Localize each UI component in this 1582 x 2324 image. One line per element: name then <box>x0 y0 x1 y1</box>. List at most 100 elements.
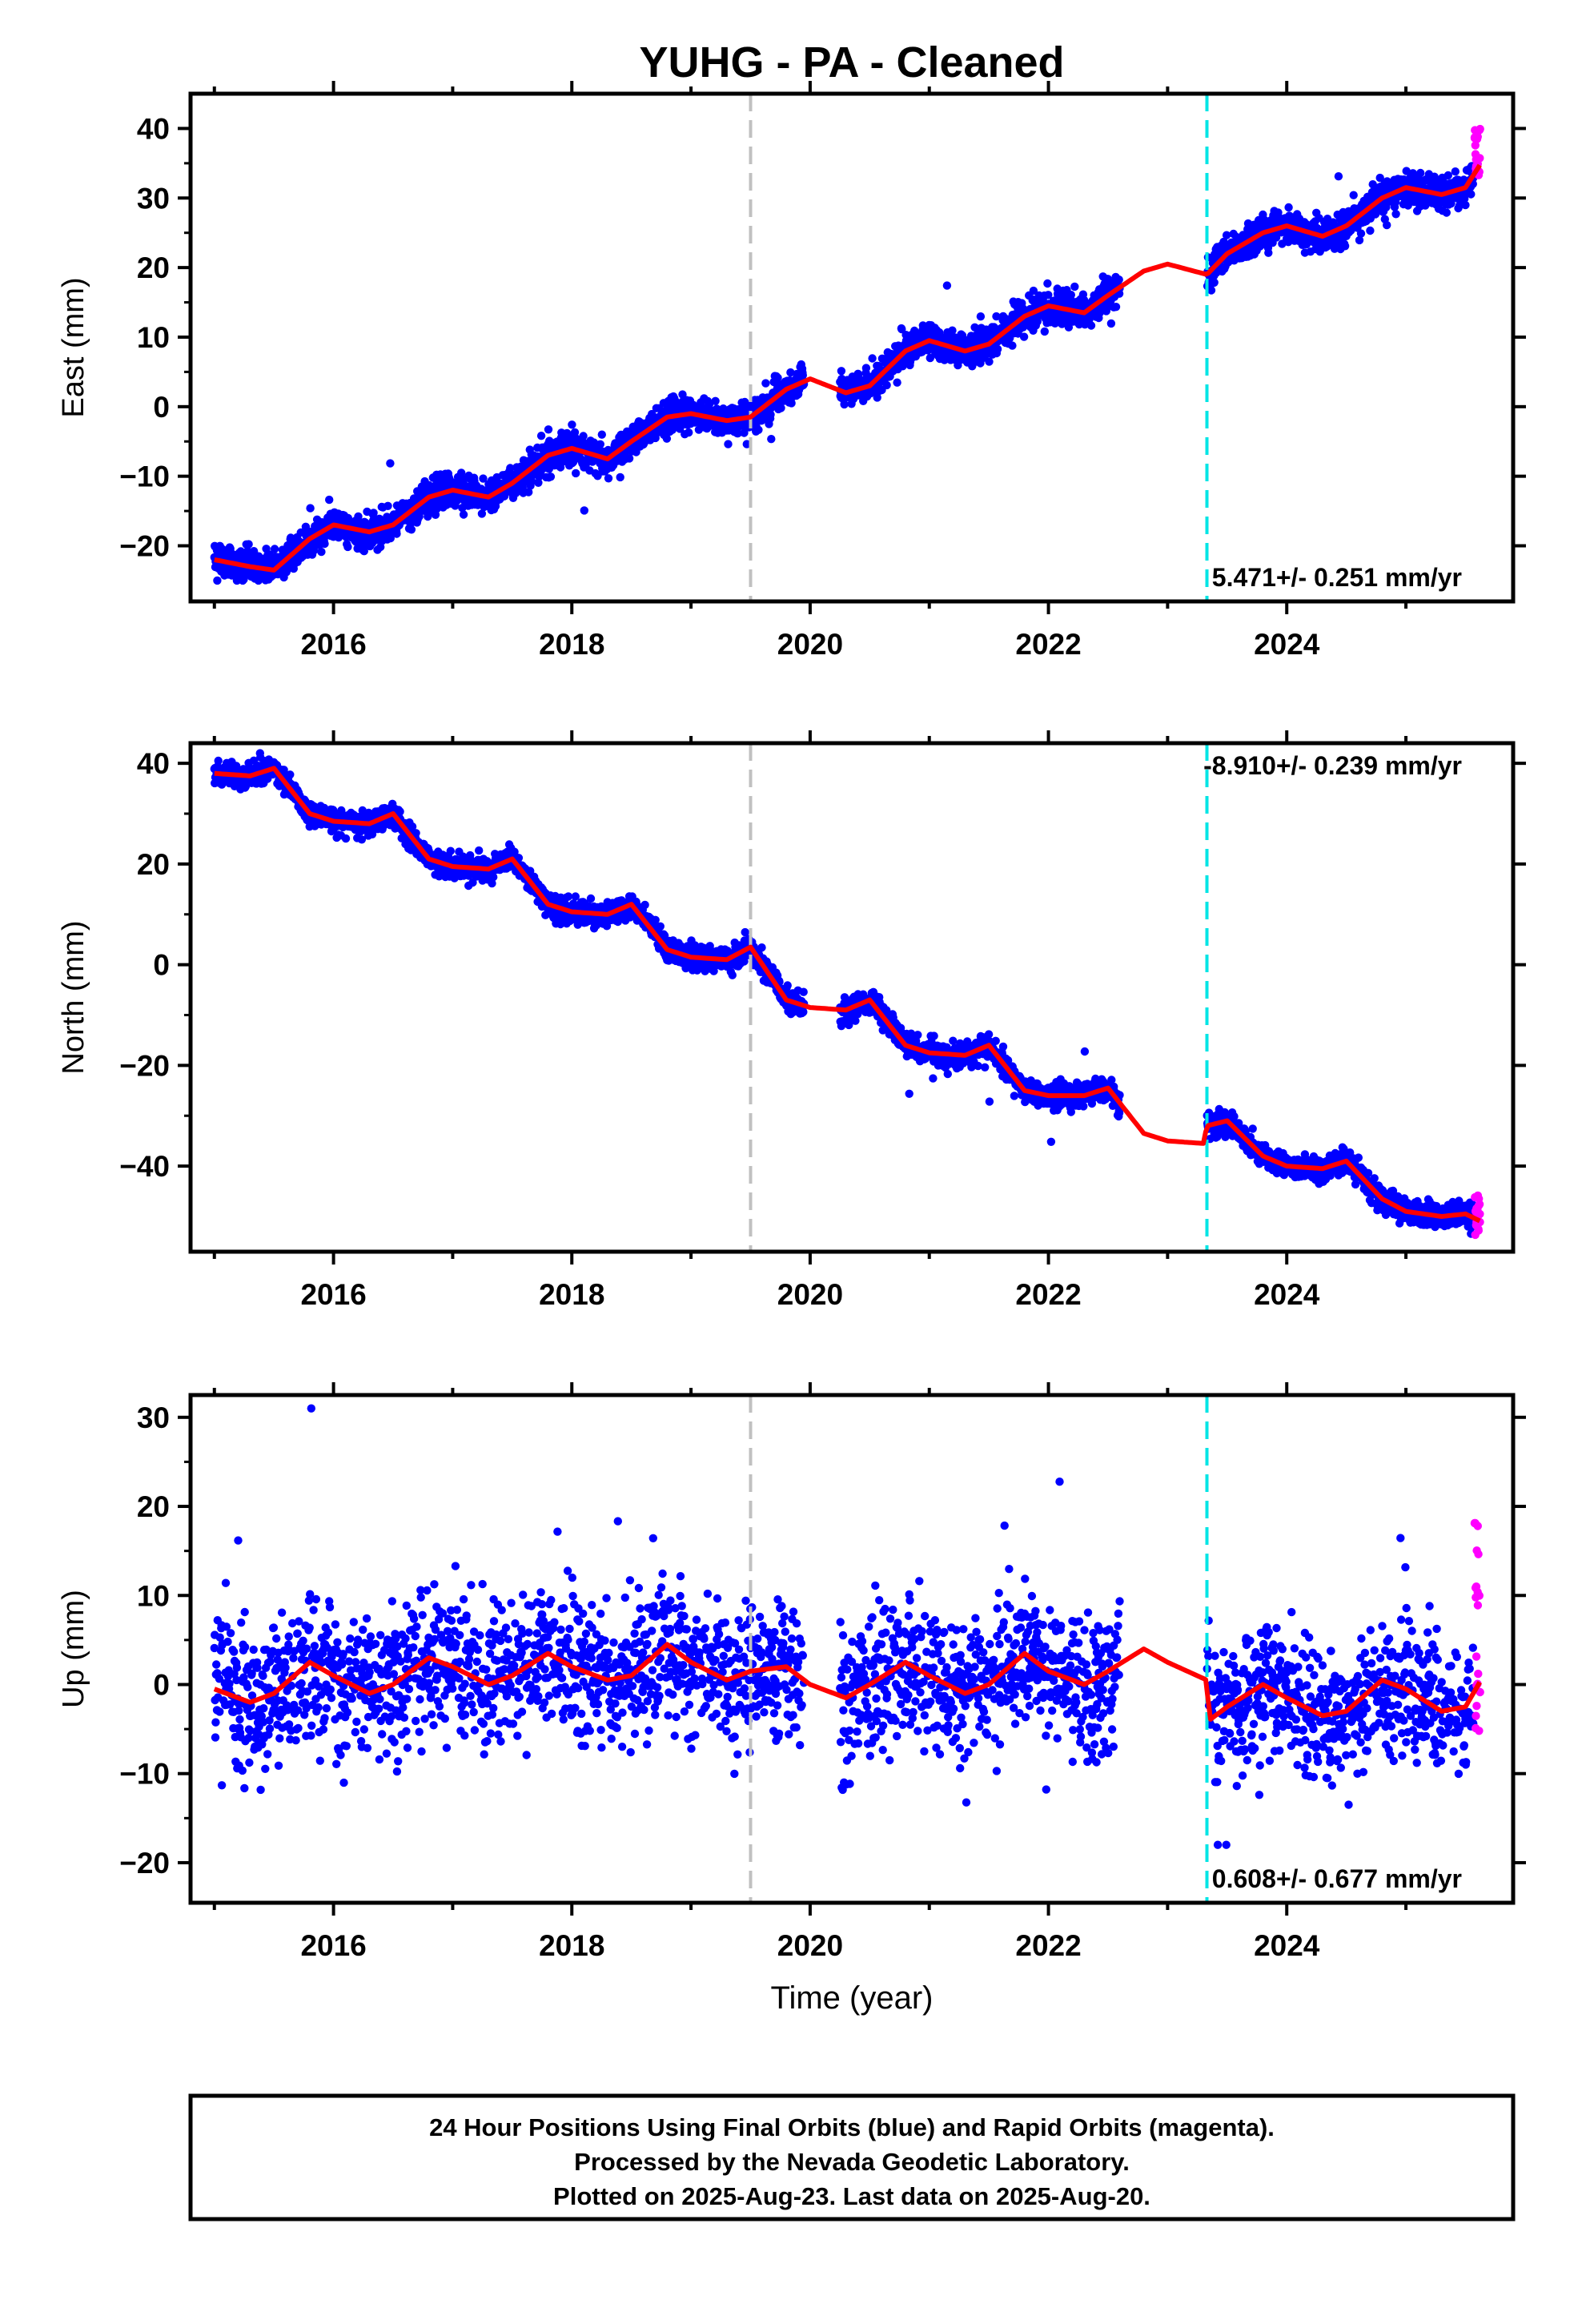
data-point <box>754 425 763 434</box>
y-axis-label: North (mm) <box>57 920 90 1074</box>
data-point <box>392 529 401 538</box>
data-point <box>1106 319 1116 328</box>
data-point <box>286 770 295 779</box>
data-point <box>320 539 329 549</box>
data-point <box>596 440 604 448</box>
chart-title: YUHG - PA - Cleaned <box>639 38 1064 86</box>
data-point <box>1043 279 1052 288</box>
data-point <box>477 509 487 518</box>
data-point <box>325 495 334 505</box>
data-point <box>407 525 416 534</box>
data-point <box>564 892 573 901</box>
data-point <box>1366 226 1375 235</box>
data-point <box>306 504 315 513</box>
data-point <box>341 834 351 843</box>
data-point <box>976 312 986 321</box>
data-point <box>1451 167 1460 176</box>
data-point <box>685 428 693 437</box>
data-point <box>1264 248 1273 257</box>
data-point <box>1442 208 1452 217</box>
data-point <box>678 390 687 399</box>
data-point <box>369 509 378 517</box>
data-point <box>1222 231 1231 239</box>
data-point <box>1040 327 1050 336</box>
data-point <box>1340 242 1350 251</box>
x-tick-label: 2016 <box>300 628 366 661</box>
data-point <box>861 364 871 372</box>
y-tick-label: 0 <box>153 391 170 424</box>
data-point <box>383 501 392 510</box>
data-point <box>787 399 796 408</box>
data-point <box>798 371 807 380</box>
y-tick-label: 20 <box>137 251 170 284</box>
y-axis-label: East (mm) <box>57 277 90 417</box>
data-point <box>500 492 509 501</box>
data-point <box>354 512 363 521</box>
data-point <box>616 472 624 482</box>
data-point <box>568 420 576 429</box>
data-point <box>1461 200 1470 210</box>
data-point <box>724 440 733 448</box>
data-point <box>1070 282 1079 292</box>
data-point <box>777 404 785 412</box>
data-point <box>1210 278 1219 287</box>
data-point <box>1111 303 1121 312</box>
data-point <box>893 378 901 387</box>
data-point <box>662 434 672 443</box>
data-point <box>580 506 588 515</box>
x-tick-label: 2018 <box>539 628 604 661</box>
data-point <box>597 430 606 439</box>
data-point <box>343 542 352 552</box>
rapid-data-point <box>1471 141 1480 150</box>
data-point <box>546 472 556 481</box>
data-point <box>479 474 488 483</box>
data-point <box>1086 321 1096 330</box>
data-point <box>1334 172 1343 181</box>
data-point <box>1356 229 1366 238</box>
data-point <box>1383 220 1391 230</box>
rapid-data-point <box>1473 132 1483 141</box>
x-tick-label: 2022 <box>1015 628 1081 661</box>
data-point <box>386 459 395 468</box>
data-point <box>459 510 468 519</box>
data-point <box>1349 191 1358 199</box>
data-point <box>868 354 877 363</box>
data-point <box>570 428 580 437</box>
data-point <box>1284 203 1293 212</box>
data-point <box>317 547 326 557</box>
data-point <box>579 432 588 440</box>
data-point <box>396 807 404 816</box>
data-point <box>544 425 553 434</box>
data-point <box>882 380 891 390</box>
data-point <box>1467 190 1476 199</box>
data-point <box>586 894 596 903</box>
data-point <box>604 474 613 483</box>
x-tick-label: 2024 <box>1254 628 1320 661</box>
data-point <box>656 922 665 931</box>
data-point <box>837 367 846 376</box>
data-point <box>761 379 770 388</box>
y-tick-label: 30 <box>137 182 170 215</box>
data-point <box>993 344 1002 354</box>
data-point <box>446 846 455 855</box>
y-tick-label: 40 <box>137 112 170 145</box>
data-point <box>711 396 720 405</box>
data-point <box>1019 332 1029 341</box>
data-point <box>214 756 223 766</box>
data-point <box>1443 171 1453 180</box>
data-point <box>624 454 634 463</box>
rate-annotation: 5.471+/- 0.251 mm/yr <box>1212 563 1462 592</box>
data-point <box>640 900 649 910</box>
x-tick-label: 2020 <box>777 628 843 661</box>
data-point <box>270 545 279 553</box>
data-point <box>985 357 994 366</box>
data-point <box>415 512 424 521</box>
data-point <box>1416 168 1425 178</box>
data-point <box>898 362 907 371</box>
data-point <box>572 468 580 478</box>
data-point <box>1391 210 1400 219</box>
data-point <box>244 540 253 549</box>
